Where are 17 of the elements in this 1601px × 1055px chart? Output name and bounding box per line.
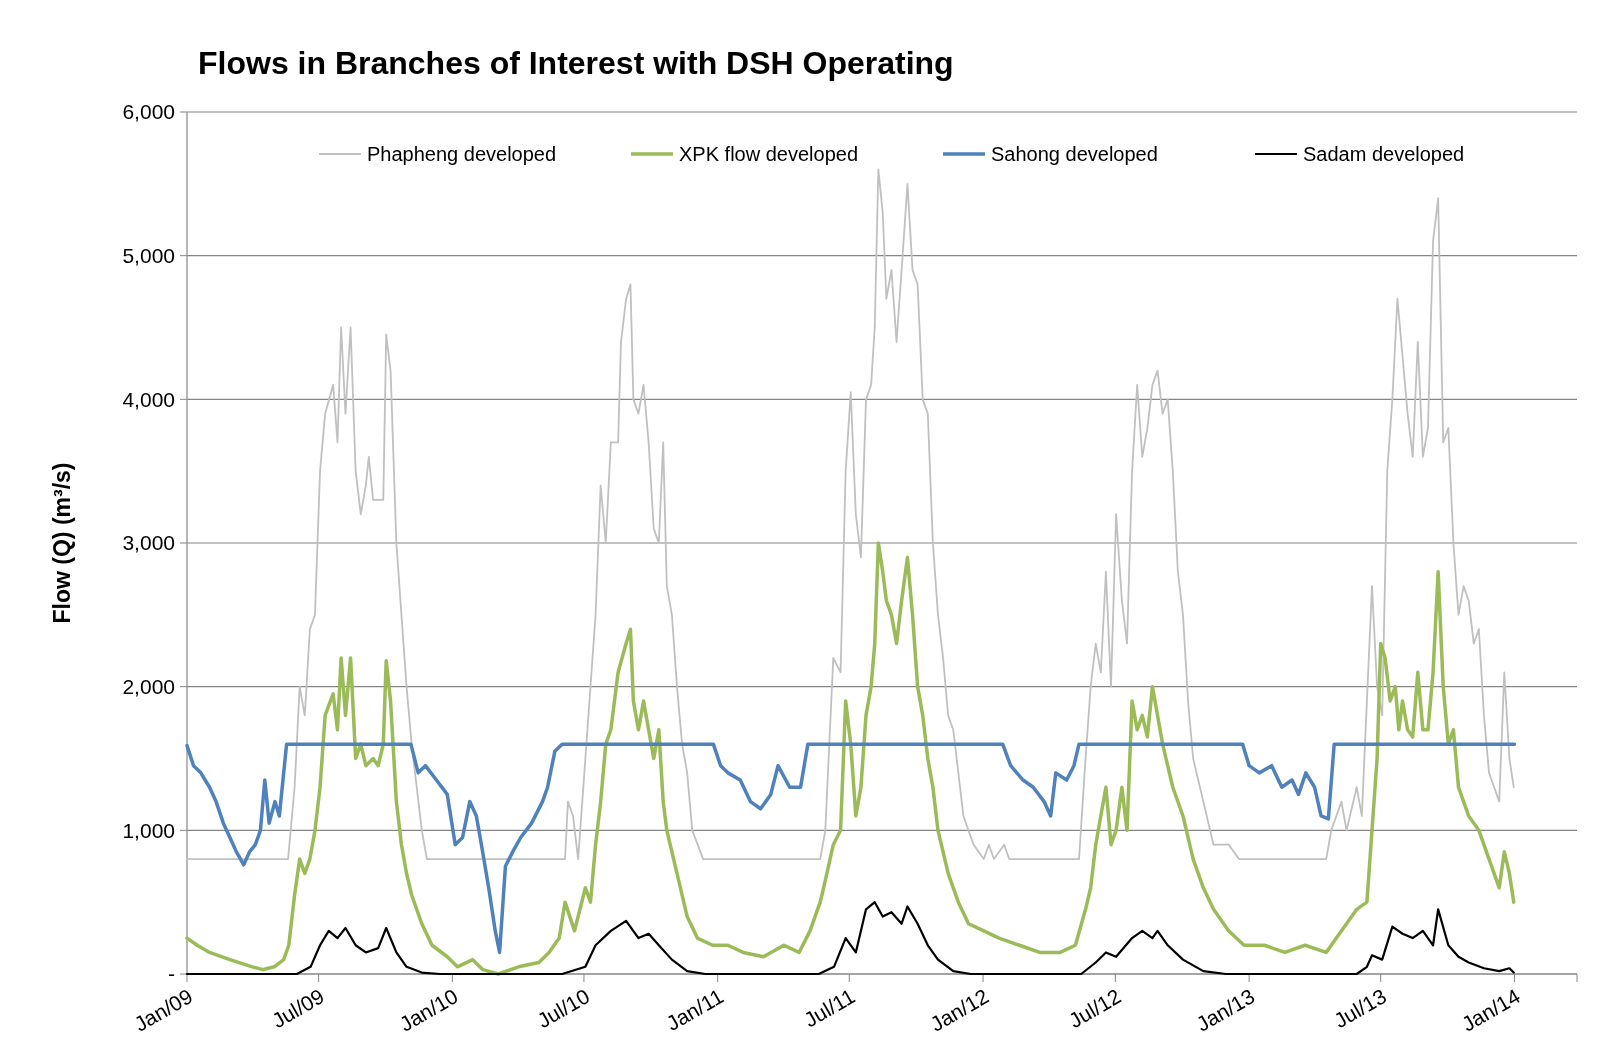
legend-label: Sahong developed [991, 143, 1158, 165]
y-tick-label: - [168, 962, 175, 986]
y-tick-label: 1,000 [122, 818, 175, 842]
chart-title: Flows in Branches of Interest with DSH Operating [198, 45, 954, 81]
y-tick-label: 5,000 [122, 244, 175, 268]
y-tick-label: 3,000 [122, 531, 175, 555]
legend-label: Phapheng developed [367, 143, 557, 165]
line-series [185, 742, 1517, 955]
y-tick-label: 2,000 [122, 675, 175, 699]
legend-label: XPK flow developed [679, 143, 859, 165]
y-tick-label: 6,000 [122, 100, 175, 124]
line-series [185, 901, 1515, 976]
line-series [186, 168, 1515, 860]
legend-label: Sadam developed [1303, 143, 1465, 165]
y-tick-label: 4,000 [122, 387, 175, 411]
line-series [185, 541, 1516, 976]
y-axis-title: Flow (Q) (m³/s) [49, 462, 75, 624]
